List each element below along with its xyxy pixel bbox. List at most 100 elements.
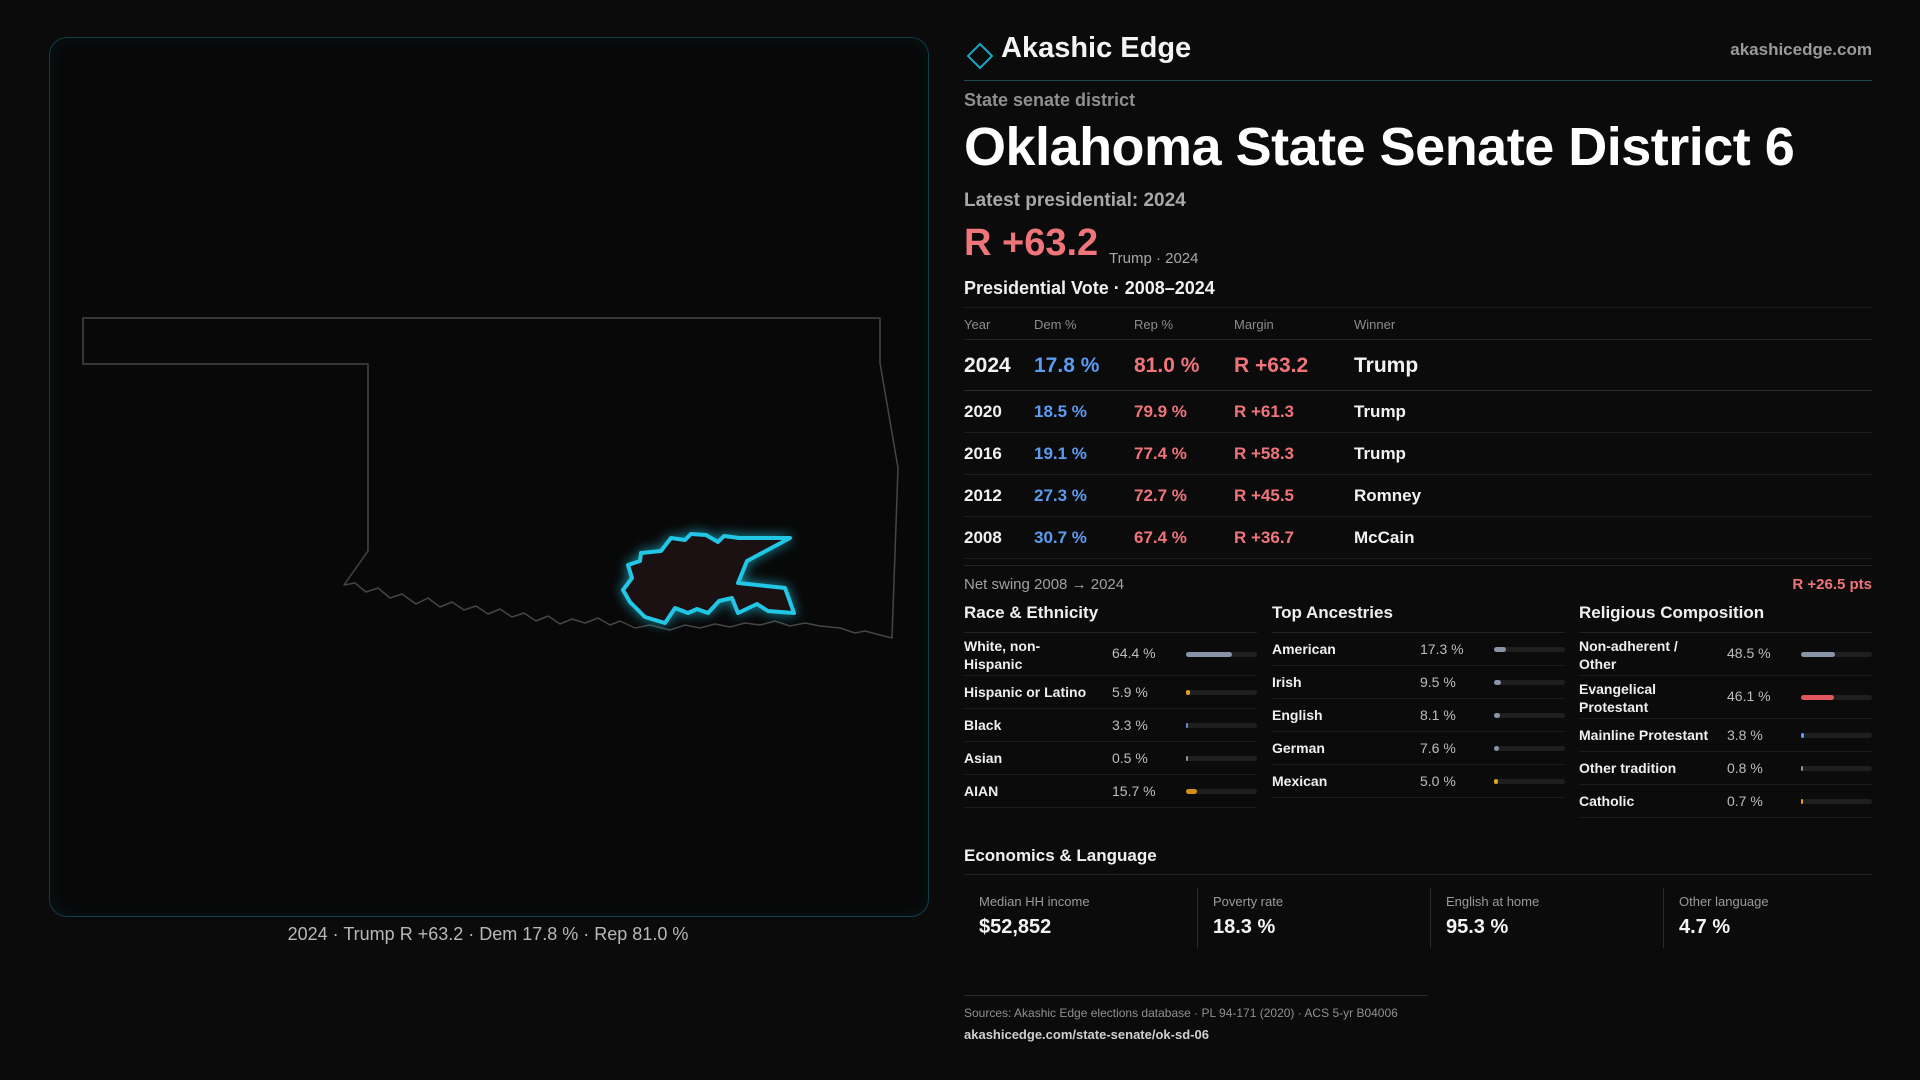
- info-panel: Akashic Edge akashicedge.com State senat…: [964, 0, 1872, 1080]
- item-bar: [1494, 746, 1565, 751]
- item-bar-fill: [1186, 652, 1232, 657]
- row-dem: 30.7 %: [1034, 528, 1087, 547]
- item-bar: [1186, 690, 1257, 695]
- item-bar-fill: [1494, 647, 1507, 652]
- econ-label: Poverty rate: [1213, 894, 1284, 909]
- item-pct: 3.8 %: [1727, 727, 1763, 743]
- list-item: Evangelical Protestant 46.1 %: [1579, 676, 1872, 719]
- sources-text: Sources: Akashic Edge elections database…: [964, 1006, 1398, 1020]
- item-pct: 17.3 %: [1420, 641, 1464, 657]
- religion-section: Religious Composition Non-adherent / Oth…: [1579, 603, 1872, 818]
- econ-stat: English at home 95.3 %: [1430, 888, 1649, 948]
- headline-margin-sub: Trump · 2024: [1109, 250, 1199, 267]
- row-year: 2008: [964, 528, 1002, 547]
- col-winner: Winner: [1354, 317, 1396, 332]
- list-item: White, non-Hispanic 64.4 %: [964, 633, 1257, 676]
- item-bar: [1801, 766, 1872, 771]
- econ-value: 18.3 %: [1213, 916, 1276, 938]
- item-label: Catholic: [1579, 793, 1635, 809]
- row-margin: R +36.7: [1234, 528, 1295, 547]
- item-label: Irish: [1272, 674, 1302, 690]
- item-pct: 64.4 %: [1112, 645, 1156, 661]
- list-item: German 7.6 %: [1272, 732, 1565, 765]
- list-item: Black 3.3 %: [964, 709, 1257, 742]
- row-dem: 27.3 %: [1034, 486, 1087, 505]
- table-row: 2016 19.1 % 77.4 % R +58.3 Trump: [964, 433, 1872, 475]
- row-rep: 81.0 %: [1134, 354, 1200, 377]
- list-item: Hispanic or Latino 5.9 %: [964, 676, 1257, 709]
- row-rep: 67.4 %: [1134, 528, 1187, 547]
- item-pct: 15.7 %: [1112, 783, 1156, 799]
- item-pct: 0.7 %: [1727, 793, 1763, 809]
- item-bar: [1801, 799, 1872, 804]
- item-bar-fill: [1801, 695, 1834, 700]
- item-bar: [1801, 652, 1872, 657]
- row-rep: 72.7 %: [1134, 486, 1187, 505]
- item-bar: [1801, 695, 1872, 700]
- diamond-icon: [966, 42, 994, 70]
- map-panel[interactable]: [49, 37, 929, 917]
- presidential-vote-title: Presidential Vote · 2008–2024: [964, 278, 1215, 298]
- race-ethnicity-title: Race & Ethnicity: [964, 603, 1257, 633]
- item-bar-fill: [1494, 680, 1501, 685]
- econ-label: Other language: [1679, 894, 1769, 909]
- map-caption: 2024 · Trump R +63.2 · Dem 17.8 % · Rep …: [287, 924, 689, 944]
- table-row: 2012 27.3 % 72.7 % R +45.5 Romney: [964, 475, 1872, 517]
- item-label: White, non-Hispanic: [964, 638, 1041, 672]
- brand-name[interactable]: Akashic Edge: [1001, 32, 1192, 64]
- econ-label: Median HH income: [979, 894, 1090, 909]
- item-bar-fill: [1801, 799, 1803, 804]
- item-label: American: [1272, 641, 1336, 657]
- row-rep: 79.9 %: [1134, 402, 1187, 421]
- row-margin: R +61.3: [1234, 402, 1295, 421]
- economics-title: Economics & Language: [964, 846, 1872, 875]
- item-bar-fill: [1186, 723, 1189, 728]
- row-dem: 19.1 %: [1034, 444, 1087, 463]
- list-item: Asian 0.5 %: [964, 742, 1257, 775]
- latest-presidential-label: Latest presidential: 2024: [964, 190, 1186, 211]
- item-bar: [1494, 647, 1565, 652]
- list-item: American 17.3 %: [1272, 633, 1565, 666]
- econ-stat: Other language 4.7 %: [1663, 888, 1882, 948]
- item-pct: 5.0 %: [1420, 773, 1456, 789]
- item-label: German: [1272, 740, 1325, 756]
- race-ethnicity-section: Race & Ethnicity White, non-Hispanic 64.…: [964, 603, 1257, 808]
- row-winner: Romney: [1354, 486, 1422, 505]
- item-pct: 7.6 %: [1420, 740, 1456, 756]
- item-bar: [1801, 733, 1872, 738]
- item-label: Other tradition: [1579, 760, 1677, 776]
- district-6-highlight[interactable]: [621, 532, 796, 625]
- item-bar-fill: [1801, 766, 1803, 771]
- item-bar: [1494, 713, 1565, 718]
- row-winner: McCain: [1354, 528, 1415, 547]
- econ-stat: Median HH income $52,852: [964, 888, 1182, 948]
- table-row: 2020 18.5 % 79.9 % R +61.3 Trump: [964, 391, 1872, 433]
- col-margin: Margin: [1234, 317, 1274, 332]
- item-pct: 0.5 %: [1112, 750, 1148, 766]
- item-bar: [1186, 723, 1257, 728]
- item-pct: 9.5 %: [1420, 674, 1456, 690]
- row-margin: R +63.2: [1234, 354, 1309, 377]
- item-bar-fill: [1494, 779, 1498, 784]
- page-url-link[interactable]: akashicedge.com/state-senate/ok-sd-06: [964, 1027, 1209, 1042]
- page-title: Oklahoma State Senate District 6: [964, 117, 1795, 177]
- list-item: Irish 9.5 %: [1272, 666, 1565, 699]
- item-bar: [1186, 756, 1257, 761]
- econ-label: English at home: [1446, 894, 1540, 909]
- item-label: Hispanic or Latino: [964, 684, 1087, 700]
- list-item: Catholic 0.7 %: [1579, 785, 1872, 818]
- item-label: Mainline Protestant: [1579, 727, 1709, 743]
- page-kicker: State senate district: [964, 90, 1136, 110]
- econ-value: 4.7 %: [1679, 916, 1731, 938]
- district-map[interactable]: [50, 38, 928, 916]
- item-label: Evangelical Protestant: [1579, 681, 1657, 715]
- item-bar-fill: [1186, 690, 1191, 695]
- item-label: Mexican: [1272, 773, 1328, 789]
- brand-url[interactable]: akashicedge.com: [1730, 40, 1872, 59]
- item-pct: 0.8 %: [1727, 760, 1763, 776]
- item-pct: 8.1 %: [1420, 707, 1456, 723]
- row-margin: R +45.5: [1234, 486, 1295, 505]
- row-winner: Trump: [1354, 444, 1406, 463]
- econ-value: 95.3 %: [1446, 916, 1509, 938]
- brand-bar: Akashic Edge akashicedge.com: [964, 30, 1872, 81]
